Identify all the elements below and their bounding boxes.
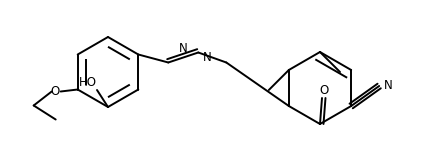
Text: O: O: [319, 83, 329, 97]
Text: N: N: [203, 51, 212, 64]
Text: HO: HO: [79, 75, 97, 89]
Text: O: O: [50, 85, 59, 98]
Text: N: N: [179, 42, 188, 55]
Text: N: N: [384, 79, 392, 91]
